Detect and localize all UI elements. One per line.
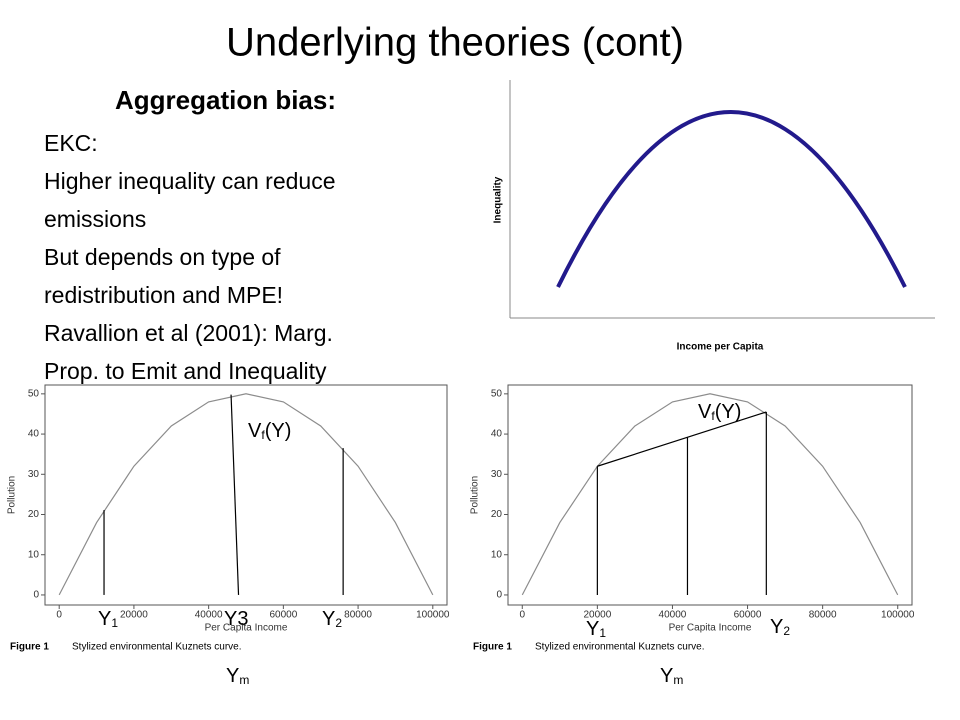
- y-axis-label: Inequality: [493, 176, 504, 223]
- body-line: redistribution and MPE!: [44, 282, 283, 308]
- label-subscript: 2: [335, 616, 342, 630]
- x-axis-label: Income per Capita: [677, 342, 764, 353]
- x-tick-label: 80000: [344, 610, 372, 621]
- annotation-label: Ym: [660, 665, 683, 687]
- body-line: Higher inequality can reduce: [44, 168, 336, 194]
- annotation-label: Y1: [586, 618, 606, 640]
- y-tick-label: 50: [28, 388, 40, 399]
- x-tick-label: 80000: [809, 610, 837, 621]
- body-line: Ravallion et al (2001): Marg.: [44, 320, 333, 346]
- caption-label: Figure 1: [10, 642, 49, 653]
- caption-label: Figure 1: [473, 642, 512, 653]
- x-tick-label: 20000: [120, 610, 148, 621]
- y-tick-label: 30: [491, 469, 503, 480]
- x-tick-label: 60000: [734, 610, 762, 621]
- label-subscript: 2: [783, 624, 790, 638]
- slide-title: Underlying theories (cont): [226, 21, 684, 65]
- label-subscript: m: [239, 673, 249, 687]
- annotation-line: [230, 394, 240, 595]
- y-axis-label: Pollution: [7, 476, 18, 514]
- x-axis-label: Per Capita Income: [205, 623, 288, 634]
- caption: Stylized environmental Kuznets curve.: [535, 642, 705, 653]
- label-rest: (Y): [715, 401, 742, 423]
- y-tick-label: 0: [33, 590, 39, 601]
- y-tick-label: 40: [28, 429, 40, 440]
- y-tick-label: 50: [491, 388, 503, 399]
- y-axis-label: Pollution: [470, 476, 481, 514]
- body-line: EKC:: [44, 130, 98, 156]
- label-text: Y3: [224, 608, 248, 630]
- label-text: Y: [770, 616, 783, 638]
- data-line: [521, 393, 899, 596]
- annotation-label: Y3: [224, 608, 248, 630]
- y-tick-label: 20: [28, 509, 40, 520]
- x-tick-label: 40000: [659, 610, 687, 621]
- label-text: Y: [660, 665, 673, 687]
- annotation-label: Vf(Y): [698, 401, 741, 423]
- label-text: Y: [322, 608, 335, 630]
- subtitle: Aggregation bias:: [115, 85, 336, 115]
- annotation-label: Vf(Y): [248, 420, 291, 442]
- label-subscript: m: [673, 673, 683, 687]
- label-text: V: [698, 401, 712, 423]
- label-subscript: 1: [111, 616, 118, 630]
- label-subscript: 1: [599, 626, 606, 640]
- y-tick-label: 10: [491, 549, 503, 560]
- label-text: Y: [226, 665, 239, 687]
- label-text: V: [248, 420, 262, 442]
- body-line: emissions: [44, 206, 146, 232]
- x-tick-label: 0: [56, 610, 62, 621]
- x-tick-label: 60000: [269, 610, 297, 621]
- x-tick-label: 100000: [416, 610, 450, 621]
- annotation-line: [597, 411, 767, 467]
- y-tick-label: 0: [496, 590, 502, 601]
- label-subscript: f: [261, 428, 265, 442]
- label-subscript: f: [711, 409, 715, 423]
- x-tick-label: 0: [519, 610, 525, 621]
- y-tick-label: 20: [491, 509, 503, 520]
- plot-frame: [44, 384, 448, 606]
- label-text: Y: [586, 618, 599, 640]
- caption: Stylized environmental Kuznets curve.: [72, 642, 242, 653]
- label-text: Y: [98, 608, 111, 630]
- body-line: Prop. to Emit and Inequality: [44, 358, 327, 384]
- data-line: [58, 393, 434, 596]
- y-tick-label: 40: [491, 429, 503, 440]
- x-tick-label: 20000: [583, 610, 611, 621]
- y-tick-label: 30: [28, 469, 40, 480]
- annotation-label: Ym: [226, 665, 249, 687]
- plot-frame: [507, 384, 913, 606]
- label-rest: (Y): [265, 420, 292, 442]
- x-tick-label: 40000: [195, 610, 223, 621]
- annotation-label: Y2: [770, 616, 790, 638]
- y-tick-label: 10: [28, 549, 40, 560]
- body-line: But depends on type of: [44, 244, 281, 270]
- x-axis-label: Per Capita Income: [669, 623, 752, 634]
- annotation-label: Y2: [322, 608, 342, 630]
- curve: [556, 110, 907, 288]
- annotation-label: Y1: [98, 608, 118, 630]
- x-tick-label: 100000: [881, 610, 915, 621]
